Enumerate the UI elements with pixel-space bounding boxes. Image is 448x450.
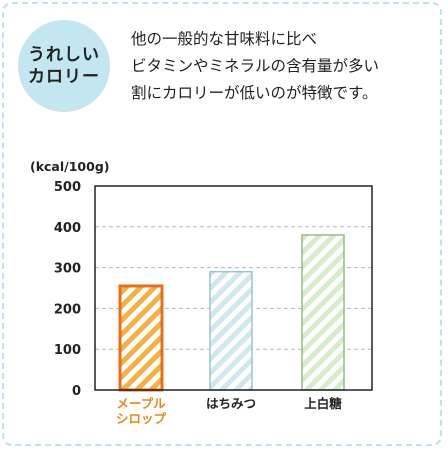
y-tick-label: 300 [54, 262, 81, 277]
badge-line-1: うれしい [28, 45, 100, 65]
description-line-3: 割にカロリーが低いのが特徴です。 [131, 84, 378, 102]
bar [301, 234, 345, 391]
y-tick-label: 200 [54, 302, 81, 317]
description-line-1: 他の一般的な甘味料に比べ [131, 30, 318, 48]
x-tick-label: 上白糖 [304, 396, 342, 411]
bar [118, 284, 164, 392]
y-tick-label: 0 [72, 384, 81, 399]
description: 他の一般的な甘味料に比べ ビタミンやミネラルの含有量が多い 割にカロリーが低いの… [131, 26, 431, 107]
y-tick-label: 100 [54, 343, 81, 358]
bar [209, 270, 253, 391]
y-axis-label: (kcal/100g) [30, 159, 109, 174]
x-tick-label: はちみつ [206, 396, 256, 411]
description-line-2: ビタミンやミネラルの含有量が多い [131, 57, 380, 75]
y-tick-label: 400 [54, 221, 81, 236]
x-tick-label: シロップ [116, 411, 167, 426]
plot-frame [94, 185, 373, 391]
badge-line-2: カロリー [28, 67, 100, 87]
badge: うれしい カロリー [18, 20, 110, 112]
x-tick-label: メープル [116, 396, 166, 411]
y-tick-label: 500 [54, 180, 81, 195]
